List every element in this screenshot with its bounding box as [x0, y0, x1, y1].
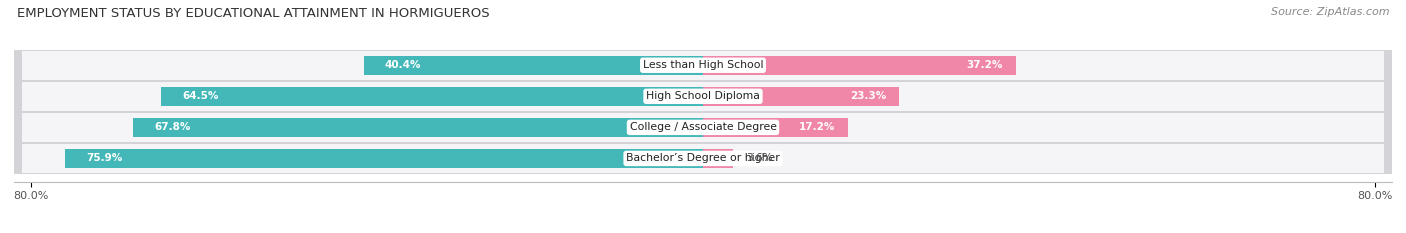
- Text: College / Associate Degree: College / Associate Degree: [630, 122, 776, 132]
- Text: 40.4%: 40.4%: [385, 60, 420, 70]
- Text: 37.2%: 37.2%: [966, 60, 1002, 70]
- Bar: [14, 143, 1392, 174]
- Text: High School Diploma: High School Diploma: [647, 91, 759, 101]
- Text: 23.3%: 23.3%: [849, 91, 886, 101]
- Bar: [14, 81, 1392, 112]
- Bar: [22, 82, 1384, 111]
- Text: Source: ZipAtlas.com: Source: ZipAtlas.com: [1271, 7, 1389, 17]
- Bar: [703, 149, 734, 168]
- Bar: [364, 56, 703, 75]
- Bar: [65, 149, 703, 168]
- Bar: [162, 87, 703, 106]
- Bar: [22, 51, 1384, 80]
- Bar: [703, 56, 1015, 75]
- Text: Bachelor’s Degree or higher: Bachelor’s Degree or higher: [626, 154, 780, 163]
- Text: 3.6%: 3.6%: [745, 154, 772, 163]
- Text: 17.2%: 17.2%: [799, 122, 835, 132]
- Bar: [703, 118, 848, 137]
- Bar: [14, 50, 1392, 81]
- Text: 67.8%: 67.8%: [155, 122, 191, 132]
- Text: Less than High School: Less than High School: [643, 60, 763, 70]
- Bar: [14, 112, 1392, 143]
- Bar: [703, 87, 898, 106]
- Bar: [22, 144, 1384, 173]
- Bar: [22, 113, 1384, 142]
- Text: EMPLOYMENT STATUS BY EDUCATIONAL ATTAINMENT IN HORMIGUEROS: EMPLOYMENT STATUS BY EDUCATIONAL ATTAINM…: [17, 7, 489, 20]
- Text: 64.5%: 64.5%: [183, 91, 218, 101]
- Text: 75.9%: 75.9%: [86, 154, 122, 163]
- Bar: [134, 118, 703, 137]
